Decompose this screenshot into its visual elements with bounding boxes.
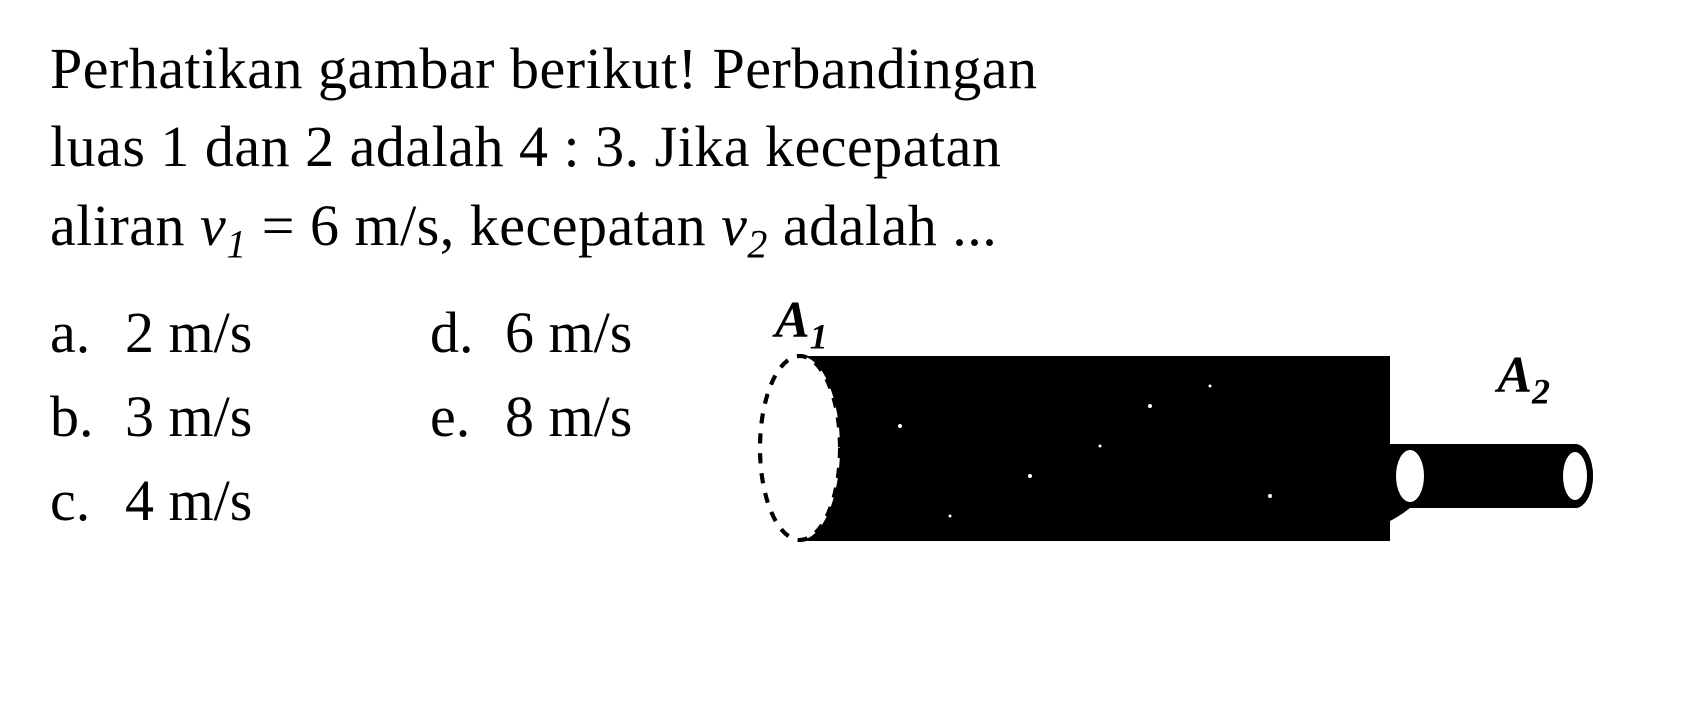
speckle [1099,445,1102,448]
answer-e: e. 8 m/s [430,375,740,459]
answer-b: b. 3 m/s [50,375,430,459]
small-pipe-end-opening-2 [1563,452,1587,500]
answer-c-letter: c. [50,459,125,543]
answer-c-value: 4 m/s [125,459,252,543]
label-a1-var: A [775,292,810,349]
q3-v2var: v [721,193,747,258]
question-line-3: aliran v1 = 6 m/s, kecepatan v2 adalah .… [50,187,1657,272]
answer-c: c. 4 m/s [50,459,430,543]
answer-d-letter: d. [430,291,505,375]
answer-a-value: 2 m/s [125,291,252,375]
speckle [1209,385,1212,388]
question-line-1: Perhatikan gambar berikut! Perbandingan [50,30,1657,108]
q3-v1var: v [200,193,226,258]
speckle [949,515,952,518]
q3-v2sub: 2 [747,221,768,266]
answer-a: a. 2 m/s [50,291,430,375]
small-pipe-junction-opening-2 [1396,450,1424,502]
speckle [1268,494,1272,498]
answers-container: a. 2 m/s b. 3 m/s c. 4 m/s d. 6 m/s e. 8… [50,291,1657,551]
q3-v1sub: 1 [226,221,247,266]
question-text: Perhatikan gambar berikut! Perbandingan … [50,30,1657,271]
q3-mid: = 6 m/s, kecepatan [247,193,721,258]
pipe-svg [750,346,1600,556]
big-pipe-rough-edge [815,356,1390,541]
answer-e-value: 8 m/s [505,375,632,459]
speckle [1148,404,1152,408]
q3-prefix: aliran [50,193,200,258]
q3-suffix: adalah ... [768,193,997,258]
question-line-2: luas 1 dan 2 adalah 4 : 3. Jika kecepata… [50,108,1657,186]
answer-b-letter: b. [50,375,125,459]
answers-column-1: a. 2 m/s b. 3 m/s c. 4 m/s [50,291,430,543]
pipe-diagram: A1 A2 [750,291,1600,551]
answer-b-value: 3 m/s [125,375,252,459]
answers-column-2: d. 6 m/s e. 8 m/s [430,291,740,459]
answer-d: d. 6 m/s [430,291,740,375]
speckle [1028,474,1032,478]
speckle [898,424,902,428]
answer-d-value: 6 m/s [505,291,632,375]
answer-e-letter: e. [430,375,505,459]
answer-a-letter: a. [50,291,125,375]
